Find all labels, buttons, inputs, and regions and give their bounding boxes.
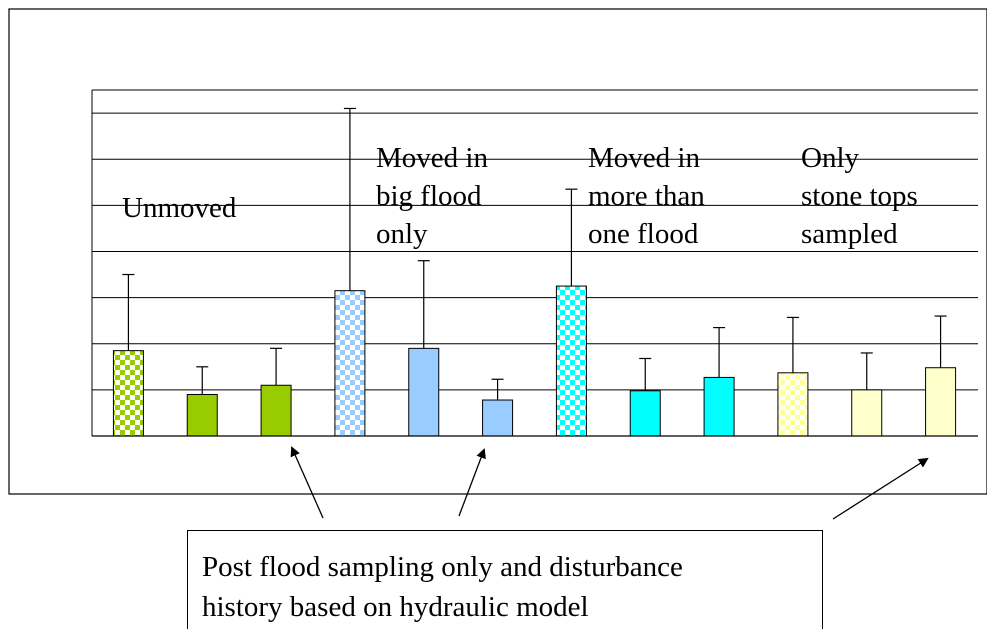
group-label-big-flood-line-1: Moved in (376, 142, 488, 174)
chart-area-frame (8, 8, 987, 495)
plot-area (91, 89, 978, 437)
bar-multi-flood-8 (629, 390, 661, 437)
callout-arrow-1 (290, 446, 324, 519)
bar-stone-tops-11 (851, 389, 883, 437)
bar-stone-tops-10 (777, 372, 809, 437)
bar-big-flood-6 (482, 399, 514, 437)
callout-arrow-3 (832, 457, 929, 520)
group-label-big-flood-line-2: big flood (376, 180, 482, 212)
group-label-big-flood-line-3: only (376, 218, 428, 250)
bar-multi-flood-9 (703, 376, 735, 437)
bar-unmoved-3 (260, 384, 292, 437)
group-label-stone-tops-line-2: stone tops (801, 180, 918, 212)
callout-arrows (290, 446, 929, 520)
callout-line-2: history based on hydraulic model (202, 591, 589, 623)
callout-line-1: Post flood sampling only and disturbance (202, 551, 683, 583)
bar-multi-flood-7 (555, 285, 587, 437)
bar-unmoved-1 (112, 350, 144, 437)
callout-box: Post flood sampling only and disturbance… (187, 530, 823, 629)
group-label-stone-tops-line-1: Only (801, 142, 860, 174)
bar-big-flood-5 (408, 347, 440, 437)
group-label-stone-tops-line-3: sampled (801, 218, 898, 250)
bar-stone-tops-12 (925, 367, 957, 437)
group-label-unmoved-line-1: Unmoved (122, 192, 237, 224)
bar-big-flood-4 (334, 290, 366, 437)
bar-unmoved-2 (186, 393, 218, 437)
group-label-multi-flood-line-2: more than (588, 180, 705, 212)
group-label-multi-flood-line-1: Moved in (588, 142, 700, 174)
group-labels: Unmoved Moved in big flood only Moved in more… (122, 142, 918, 250)
group-label-multi-flood-line-3: one flood (588, 218, 699, 250)
callout-arrow-2 (458, 448, 486, 517)
